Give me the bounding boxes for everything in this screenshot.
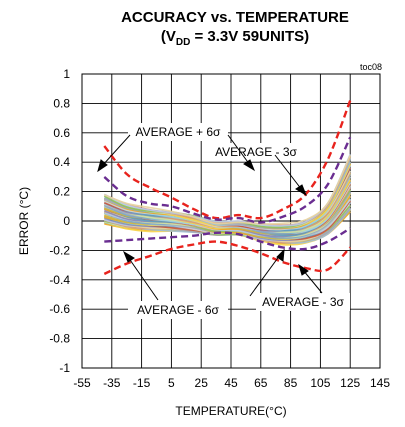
annotation-arrows (97, 134, 323, 301)
x-axis-label: TEMPERATURE(°C) (175, 404, 286, 418)
arrow-4-line (127, 256, 159, 301)
arrow-6-line (302, 269, 323, 294)
y-tick-label: 0.6 (53, 126, 70, 140)
arrow-3-head (295, 184, 308, 197)
x-tick-label: 105 (310, 376, 330, 390)
three-sigma-bound-line (104, 227, 351, 251)
chart-subtitle: (VDD = 3.3V 59UNITS) (161, 28, 309, 48)
arrow-1-head (97, 159, 108, 173)
y-tick-label: -0.6 (49, 302, 70, 316)
y-tick-label: -0.8 (49, 332, 70, 346)
annotation-box-1 (128, 123, 228, 141)
sigma-bounds (103, 100, 352, 275)
unit-curve (104, 154, 351, 225)
x-tick-label: -55 (73, 376, 91, 390)
x-tick-label: 65 (254, 376, 268, 390)
tick-labels: -55 -35 -15 5 25 45 65 85 105 125 145 -1 -0.8 -0.6 -0.… (49, 67, 390, 390)
annotation-box-4 (256, 293, 350, 311)
y-tick-label: -0.4 (49, 273, 70, 287)
annotation-box-3 (128, 301, 228, 319)
six-sigma-bound-line (103, 100, 352, 220)
arrow-3-line (274, 154, 303, 191)
y-axis-label: ERROR (°C) (17, 187, 31, 255)
x-tick-label: 85 (284, 376, 298, 390)
y-tick-label: 0 (63, 214, 70, 228)
arrow-2-head (243, 159, 256, 172)
plot-frame (81, 73, 381, 369)
x-tick-label: -35 (103, 376, 121, 390)
unit-curve (103, 153, 351, 227)
annotation-avg-minus-3sigma-top: AVERAGE - 3σ (215, 145, 297, 159)
subtitle-suffix: = 3.3V 59UNITS) (190, 28, 309, 45)
arrow-6-head (298, 263, 309, 276)
y-tick-label: 0.8 (53, 96, 70, 110)
figure-tag: toc08 (360, 62, 382, 72)
y-tick-label: -0.2 (49, 243, 70, 257)
y-tick-label: 0.4 (53, 155, 70, 169)
chart-title: ACCURACY vs. TEMPERATURE (121, 9, 349, 26)
x-tick-label: 145 (370, 376, 390, 390)
subtitle-sub: DD (176, 37, 190, 48)
x-tick-label: 25 (195, 376, 209, 390)
subtitle-prefix: (V (161, 28, 176, 45)
three-sigma-bound-line (103, 136, 352, 224)
annotation-avg-minus-3sigma-bottom: AVERAGE - 3σ (262, 295, 344, 309)
arrow-2-line (227, 134, 251, 166)
six-sigma-bound-line (103, 240, 352, 275)
annotation-box-2 (210, 143, 302, 161)
x-tick-label: 5 (168, 376, 175, 390)
y-tick-label: 1 (63, 67, 70, 81)
y-tick-label: -1 (59, 361, 70, 375)
arrow-4-head (122, 250, 135, 263)
annotations: AVERAGE + 6σ AVERAGE - 3σ AVERAGE - 6σ A… (97, 123, 350, 319)
y-tick-label: 0.2 (53, 185, 70, 199)
arrow-5-line (249, 254, 281, 297)
annotation-avg-minus-6sigma: AVERAGE - 6σ (137, 303, 219, 317)
annotation-avg-plus-6sigma: AVERAGE + 6σ (136, 125, 221, 139)
arrow-5-head (276, 248, 285, 262)
x-tick-label: -15 (133, 376, 151, 390)
x-tick-label: 125 (340, 376, 360, 390)
x-tick-label: 45 (224, 376, 238, 390)
arrow-1-line (101, 134, 131, 167)
